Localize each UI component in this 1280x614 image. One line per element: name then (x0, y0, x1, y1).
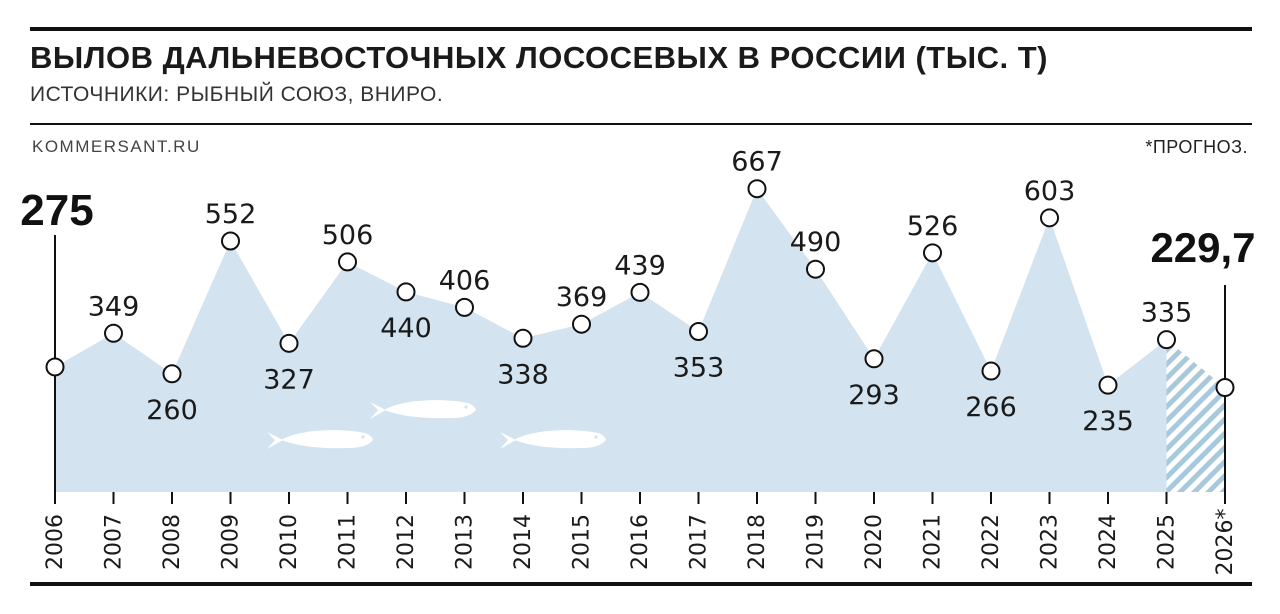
chart-subtitle: ИСТОЧНИКИ: РЫБНЫЙ СОЮЗ, ВНИРО. (30, 83, 444, 106)
data-label: 260 (146, 395, 198, 426)
data-point (396, 282, 416, 302)
data-label: 440 (380, 313, 432, 344)
top-rule (30, 27, 1252, 31)
x-tick-label: 2015 (570, 514, 595, 570)
fish-icon (500, 430, 606, 449)
data-point (279, 333, 299, 353)
header-divider (30, 123, 1252, 125)
data-point (923, 243, 942, 263)
x-tick-label: 2009 (219, 514, 244, 570)
fish-eye (464, 405, 468, 409)
x-tick-label: 2020 (862, 514, 887, 570)
data-label: 235 (1082, 406, 1134, 437)
data-label: 439 (614, 250, 666, 281)
x-tick-label: 2026* (1213, 509, 1238, 576)
fish-eye (594, 435, 598, 439)
data-point (1040, 208, 1059, 228)
data-point (1215, 378, 1235, 398)
data-label: 266 (965, 392, 1017, 423)
fish-shape (500, 430, 606, 449)
x-tick-label: 2006 (43, 514, 68, 570)
source-label: KOMMERSANT.RU (32, 137, 201, 156)
x-tick-label: 2010 (277, 514, 302, 570)
fish-shape (370, 400, 476, 419)
data-point (864, 349, 884, 369)
data-point (572, 314, 591, 334)
data-label-highlight: 275 (20, 186, 93, 235)
area-fill (55, 188, 1167, 493)
chart-title: ВЫЛОВ ДАЛЬНЕВОСТОЧНЫХ ЛОСОСЕВЫХ В РОССИИ… (30, 40, 1048, 75)
data-label: 506 (322, 220, 374, 251)
bottom-rule (30, 582, 1252, 586)
x-tick-label: 2025 (1155, 514, 1180, 570)
data-point (162, 364, 182, 384)
fish-icon (370, 400, 476, 419)
data-point (1098, 375, 1118, 395)
x-tick-label: 2008 (160, 514, 185, 570)
x-tick-label: 2007 (102, 514, 127, 570)
x-tick-label: 2021 (921, 514, 946, 570)
data-point (513, 328, 533, 348)
fish-shape (267, 430, 373, 449)
data-point (338, 252, 357, 272)
data-point (689, 321, 708, 341)
fish-icon (267, 430, 373, 449)
forecast-note: *ПРОГНОЗ. (1145, 137, 1248, 157)
x-tick-label: 2013 (453, 514, 478, 570)
data-point (806, 259, 825, 279)
data-point (630, 282, 650, 302)
data-label: 603 (1024, 176, 1076, 207)
x-tick-label: 2011 (336, 514, 361, 570)
forecast-area (1166, 339, 1225, 492)
x-tick-label: 2019 (804, 514, 829, 570)
data-point (455, 297, 474, 317)
data-label: 338 (497, 359, 549, 390)
data-label: 353 (673, 352, 725, 383)
data-label: 667 (731, 147, 783, 178)
data-point (747, 179, 767, 199)
data-label: 406 (439, 265, 491, 296)
x-tick-label: 2023 (1038, 514, 1063, 570)
data-label: 335 (1141, 298, 1193, 329)
data-label: 293 (848, 380, 900, 411)
data-point (221, 231, 240, 251)
x-tick-label: 2012 (394, 514, 419, 570)
data-label: 369 (556, 282, 608, 313)
data-label: 327 (263, 364, 315, 395)
data-label: 349 (88, 291, 140, 322)
x-tick-label: 2014 (511, 514, 536, 570)
data-label: 526 (907, 211, 959, 242)
data-label: 490 (790, 227, 842, 258)
data-point (45, 357, 65, 377)
x-tick-label: 2024 (1096, 514, 1121, 570)
data-point (104, 323, 123, 343)
x-tick-label: 2022 (979, 514, 1004, 570)
data-label-highlight: 229,7 (1150, 224, 1255, 271)
x-tick-label: 2017 (687, 514, 712, 570)
data-label: 552 (205, 199, 257, 230)
data-point (1157, 330, 1176, 350)
fish-eye (361, 435, 365, 439)
x-tick-label: 2016 (628, 514, 653, 570)
data-point (981, 361, 1001, 381)
x-tick-label: 2018 (745, 514, 770, 570)
